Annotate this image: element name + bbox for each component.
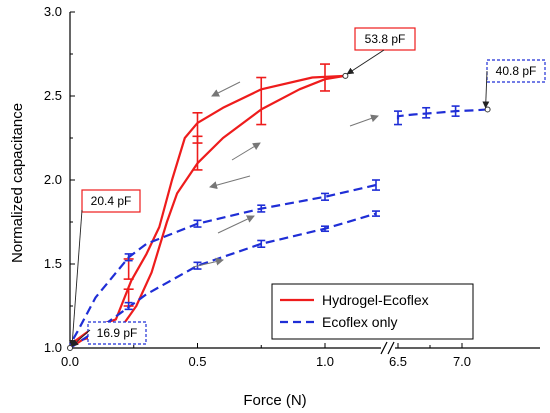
annotation-box <box>354 27 416 51</box>
legend-label-ecoflex: Ecoflex only <box>322 314 397 330</box>
axis-break-mark <box>380 341 388 355</box>
annotations-layer: 53.8 pF 40.8 pF 20.4 pF 16.9 pF <box>68 27 546 347</box>
legend-label-hydrogel: Hydrogel-Ecoflex <box>322 292 429 308</box>
origin-marker <box>67 345 73 351</box>
direction-arrow <box>349 114 379 127</box>
y-axis-title: Normalized capacitance <box>9 103 26 263</box>
annotation-box <box>486 59 546 83</box>
annotation-leader <box>482 70 490 109</box>
y-tick-label: 3.0 <box>44 4 62 19</box>
x-tick-label: 7.0 <box>453 354 471 369</box>
x-tick-label: 6.5 <box>389 354 407 369</box>
annotation-leader <box>71 329 91 347</box>
annotation-label: 20.4 pF <box>91 194 132 208</box>
annotation-box <box>81 189 141 213</box>
hydrogel-endpoint-marker <box>342 72 349 79</box>
y-tick-label: 1.0 <box>44 340 62 355</box>
direction-arrow <box>192 257 224 268</box>
direction-arrow <box>231 142 261 161</box>
y-tick-label: 2.0 <box>44 172 62 187</box>
annotation-leader <box>68 209 83 347</box>
legend-box <box>271 283 474 340</box>
annotation-label: 40.8 pF <box>496 64 537 78</box>
axis-break-mark <box>387 341 395 355</box>
ecoflex-only-unloading-line <box>69 183 377 346</box>
ecoflex-only-high-force-line <box>396 108 488 120</box>
annotation-leader <box>346 49 385 75</box>
x-tick-label: 0.5 <box>188 354 206 369</box>
direction-arrows <box>192 81 379 268</box>
x-tick-label: 1.0 <box>316 354 334 369</box>
x-axis-title: Force (N) <box>243 392 306 409</box>
annotation-label: 53.8 pF <box>365 32 406 46</box>
annotation-label: 16.9 pF <box>97 326 138 340</box>
x-tick-label: 0.0 <box>61 354 79 369</box>
legend: Hydrogel-Ecoflex Ecoflex only <box>271 283 474 340</box>
y-tick-label: 2.5 <box>44 88 62 103</box>
y-tick-label: 1.5 <box>44 256 62 271</box>
direction-arrow <box>217 215 255 234</box>
direction-arrow <box>209 175 251 190</box>
ecoflex-endpoint-marker <box>484 106 491 113</box>
annotation-box <box>87 321 147 345</box>
direction-arrow <box>211 81 241 97</box>
